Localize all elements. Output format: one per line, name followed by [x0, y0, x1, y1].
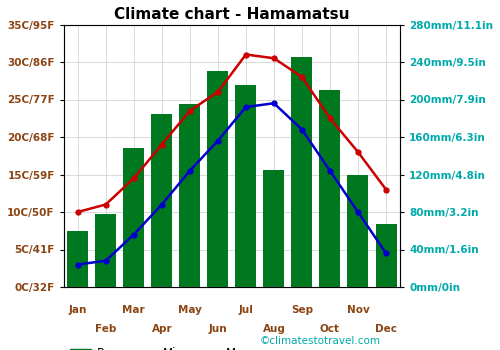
Text: Jan: Jan — [68, 305, 87, 315]
Text: Jul: Jul — [238, 305, 254, 315]
Bar — [96, 214, 116, 287]
Title: Climate chart - Hamamatsu: Climate chart - Hamamatsu — [114, 7, 350, 22]
Text: Dec: Dec — [375, 324, 397, 334]
Text: Mar: Mar — [122, 305, 145, 315]
Legend: Prec, Min, Max: Prec, Min, Max — [70, 347, 250, 350]
Text: Apr: Apr — [152, 324, 172, 334]
Bar — [208, 71, 229, 287]
Text: Sep: Sep — [291, 305, 313, 315]
Text: Oct: Oct — [320, 324, 340, 334]
Text: Jun: Jun — [208, 324, 227, 334]
Bar — [152, 113, 172, 287]
Bar — [180, 104, 201, 287]
Bar — [376, 224, 396, 287]
Text: Feb: Feb — [95, 324, 116, 334]
Bar — [292, 57, 312, 287]
Bar — [348, 175, 368, 287]
Text: Nov: Nov — [346, 305, 370, 315]
Bar — [124, 148, 144, 287]
Bar — [67, 231, 88, 287]
Text: May: May — [178, 305, 202, 315]
Text: ©climatestotravel.com: ©climatestotravel.com — [260, 336, 381, 346]
Text: Aug: Aug — [262, 324, 285, 334]
Bar — [320, 90, 340, 287]
Bar — [236, 85, 256, 287]
Bar — [264, 170, 284, 287]
